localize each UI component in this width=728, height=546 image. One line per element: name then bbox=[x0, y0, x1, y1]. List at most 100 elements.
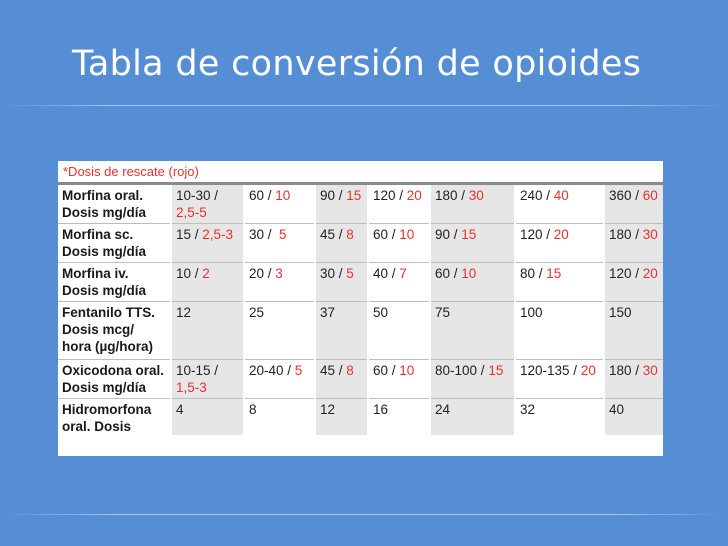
dose-separator: / bbox=[210, 188, 219, 203]
dose-cell: 20-40 / 5 bbox=[243, 359, 315, 399]
dose-line: 10-30 / bbox=[176, 187, 239, 204]
dose-value: 45 bbox=[320, 227, 336, 242]
dose-separator: / bbox=[450, 266, 462, 281]
rescue-dose-value: 15 bbox=[546, 266, 562, 281]
rescue-dose-value: 5 bbox=[294, 363, 303, 378]
dose-value: 24 bbox=[435, 402, 451, 417]
rescue-dose-value: 8 bbox=[346, 363, 354, 378]
dose-line: 12 bbox=[320, 401, 363, 418]
table-row: Morfina oral. Dosis mg/día 10-30 /2,5-5 60 … bbox=[58, 185, 663, 224]
dose-cell: 60 / 10 bbox=[429, 262, 515, 302]
dose-value: 75 bbox=[435, 305, 451, 320]
dose-cell: 10-30 /2,5-5 bbox=[170, 185, 244, 224]
top-divider bbox=[0, 105, 728, 106]
dose-cell: 120 / 20 bbox=[367, 185, 430, 224]
dose-cell: 240 / 40 bbox=[514, 185, 604, 224]
dose-value: 180 bbox=[609, 363, 632, 378]
dose-line: 16 bbox=[373, 401, 425, 418]
dose-line: 2,5-5 bbox=[176, 204, 239, 221]
dose-cell: 15 / 2,5-3 bbox=[170, 223, 244, 263]
table-row: Morfina iv. Dosis mg/día 10 / 2 20 / 3 30 / … bbox=[58, 262, 663, 302]
dose-cell: 32 bbox=[514, 398, 604, 435]
dose-cell: 37 bbox=[314, 301, 368, 360]
dose-line: 40 bbox=[609, 401, 659, 418]
rescue-dose-value: 2,5-5 bbox=[176, 205, 207, 220]
dose-value: 150 bbox=[609, 305, 632, 320]
dose-cell: 20 / 3 bbox=[243, 262, 315, 302]
dose-line: 10 / 2 bbox=[176, 265, 239, 282]
dose-cell: 12 bbox=[314, 398, 368, 435]
dose-value: 90 bbox=[320, 188, 336, 203]
dose-cell: 12 bbox=[170, 301, 244, 360]
dose-value: 32 bbox=[520, 402, 536, 417]
dose-line: 12 bbox=[176, 304, 239, 321]
rescue-dose-value: 15 bbox=[488, 363, 504, 378]
rescue-dose-value: 20 bbox=[553, 227, 569, 242]
dose-cell: 40 bbox=[603, 398, 663, 435]
row-label: Morfina sc. Dosis mg/día bbox=[58, 223, 171, 263]
dose-cell: 10 / 2 bbox=[170, 262, 244, 302]
dose-value: 120 bbox=[609, 266, 632, 281]
dose-cell: 50 bbox=[367, 301, 430, 360]
dose-separator: / bbox=[542, 188, 554, 203]
dose-separator: / bbox=[631, 266, 643, 281]
dose-separator: / bbox=[388, 363, 400, 378]
dose-cell: 8 bbox=[243, 398, 315, 435]
row-label-line: Dosis mg/día bbox=[62, 380, 147, 395]
dose-line: 60 / 10 bbox=[373, 226, 425, 243]
dose-value: 50 bbox=[373, 305, 389, 320]
dose-value: 100 bbox=[520, 305, 543, 320]
dose-separator: / bbox=[631, 363, 643, 378]
table-row: Oxicodona oral. Dosis mg/día 10-15 /1,5-3 2… bbox=[58, 359, 663, 399]
dose-cell: 30 / 5 bbox=[243, 223, 315, 263]
conversion-table: Morfina oral. Dosis mg/día 10-30 /2,5-5 60 … bbox=[58, 185, 663, 435]
rescue-dose-value: 60 bbox=[642, 188, 658, 203]
dose-cell: 150 bbox=[603, 301, 663, 360]
table-row: Hidromorfona oral. Dosis 4 8 12 16 24 32 40 bbox=[58, 398, 663, 435]
row-label-line: Fentanilo TTS. bbox=[62, 305, 155, 320]
dose-cell: 25 bbox=[243, 301, 315, 360]
dose-value: 30 bbox=[249, 227, 265, 242]
dose-line: 50 bbox=[373, 304, 425, 321]
dose-line: 120-135 / 20 bbox=[520, 362, 599, 379]
dose-separator: / bbox=[210, 363, 219, 378]
dose-separator: / bbox=[191, 266, 203, 281]
rescue-dose-value: 7 bbox=[399, 266, 407, 281]
dose-line: 45 / 8 bbox=[320, 362, 363, 379]
rescue-dose-value: 5 bbox=[279, 227, 287, 242]
dose-value: 360 bbox=[609, 188, 632, 203]
rescue-dose-value: 20 bbox=[580, 363, 596, 378]
dose-line: 15 / 2,5-3 bbox=[176, 226, 239, 243]
dose-value: 80 bbox=[520, 266, 536, 281]
rescue-dose-value: 30 bbox=[642, 227, 658, 242]
dose-cell: 90 / 15 bbox=[314, 185, 368, 224]
dose-separator: / bbox=[335, 188, 347, 203]
dose-value: 120 bbox=[520, 227, 543, 242]
dose-line: 180 / 30 bbox=[435, 187, 510, 204]
dose-separator: / bbox=[542, 227, 554, 242]
dose-cell: 90 / 15 bbox=[429, 223, 515, 263]
dose-value: 180 bbox=[609, 227, 632, 242]
dose-value: 180 bbox=[435, 188, 458, 203]
dose-value: 12 bbox=[176, 305, 192, 320]
dose-value: 45 bbox=[320, 363, 336, 378]
rescue-dose-value: 2 bbox=[202, 266, 210, 281]
dose-value: 60 bbox=[435, 266, 451, 281]
dose-value: 40 bbox=[609, 402, 625, 417]
dose-value: 25 bbox=[249, 305, 265, 320]
dose-value: 8 bbox=[249, 402, 257, 417]
row-label: Hidromorfona oral. Dosis bbox=[58, 398, 171, 435]
dose-line: 240 / 40 bbox=[520, 187, 599, 204]
dose-line: 8 bbox=[249, 401, 310, 418]
dose-value: 12 bbox=[320, 402, 336, 417]
table-row: Morfina sc. Dosis mg/día 15 / 2,5-3 30 / 5 4… bbox=[58, 223, 663, 263]
table-caption: *Dosis de rescate (rojo) bbox=[63, 164, 199, 179]
dose-separator: / bbox=[450, 227, 462, 242]
dose-separator: / bbox=[335, 227, 347, 242]
rescue-dose-value: 20 bbox=[406, 188, 422, 203]
dose-cell: 10-15 /1,5-3 bbox=[170, 359, 244, 399]
dose-line: 150 bbox=[609, 304, 659, 321]
dose-value: 4 bbox=[176, 402, 184, 417]
dose-value: 20 bbox=[249, 266, 265, 281]
rescue-dose-value: 10 bbox=[399, 227, 415, 242]
